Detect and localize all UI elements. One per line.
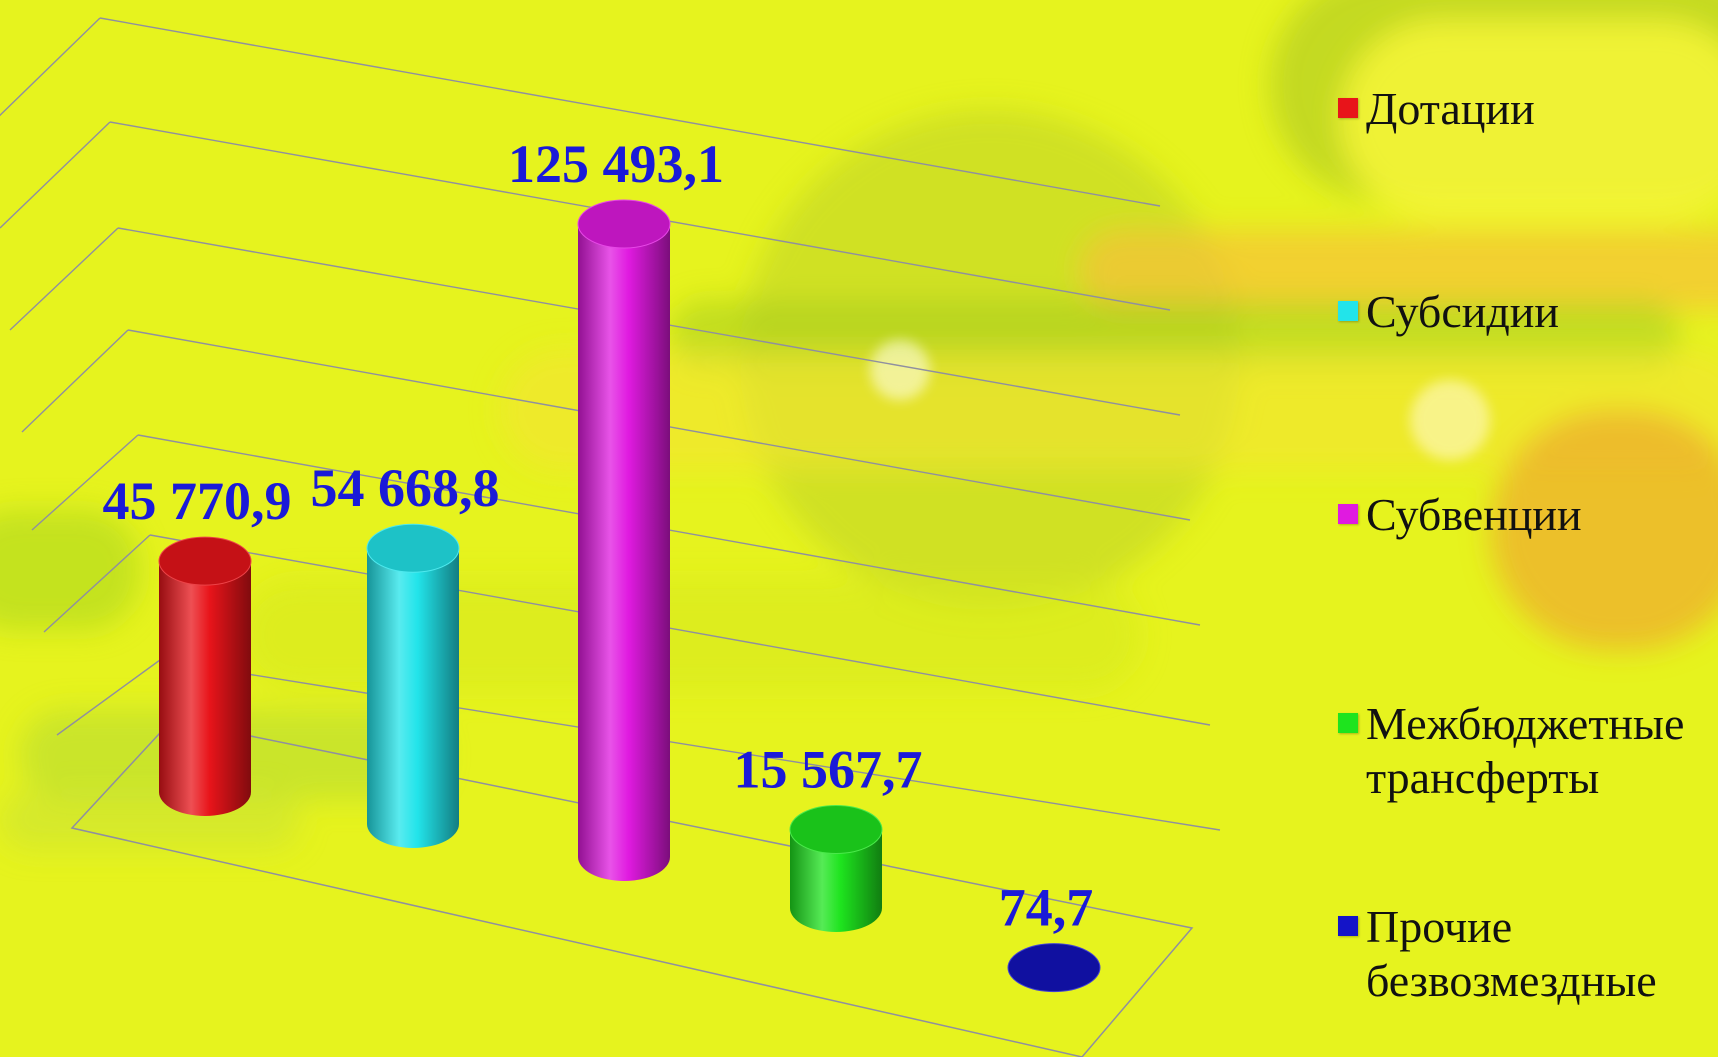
blue-square-marker-icon [1338, 916, 1358, 936]
bar-body [367, 548, 459, 848]
bar-5 [1007, 943, 1101, 993]
legend-item-prochie-bezvozmezdnye: Прочие безвозмездные [1338, 900, 1657, 1008]
bar-body [159, 561, 251, 816]
legend-label: трансферты [1366, 752, 1600, 803]
data-label: 54 668,8 [311, 458, 500, 518]
bar-top [366, 523, 460, 573]
gridline-left [0, 121, 111, 229]
gridline-left [43, 534, 151, 633]
gridline [149, 534, 1211, 726]
gridline-left [9, 227, 119, 331]
bar-top [1007, 943, 1101, 993]
bar-3 [577, 199, 671, 881]
gridline-left [31, 434, 139, 531]
green-square-marker-icon [1338, 713, 1358, 733]
bar-2 [366, 523, 460, 848]
data-label: 45 770,9 [103, 471, 292, 531]
bar-4 [789, 804, 883, 932]
gridline-left [0, 17, 101, 117]
cyan-square-marker-icon [1338, 301, 1358, 321]
chart-bars [158, 199, 1101, 993]
gridline [159, 659, 1221, 831]
legend-label: Межбюджетные [1366, 698, 1685, 749]
bar-top [577, 199, 671, 249]
gridline-left [21, 329, 129, 433]
bar-top [158, 536, 252, 586]
bar-body [790, 829, 882, 932]
bar-top [789, 804, 883, 854]
legend-label: безвозмездные [1366, 955, 1657, 1006]
legend-label: Прочие [1366, 901, 1513, 952]
data-label: 74,7 [999, 878, 1094, 938]
legend-item-dotatsii: Дотации [1338, 82, 1535, 136]
data-label: 15 567,7 [734, 739, 923, 799]
legend-item-mezhbyudzhetnye-transferty: Межбюджетные трансферты [1338, 697, 1684, 805]
bar-1 [158, 536, 252, 816]
legend-label: Дотации [1366, 83, 1535, 134]
legend-item-subventsii: Субвенции [1338, 488, 1582, 542]
legend-item-subsidii: Субсидии [1338, 285, 1559, 339]
red-square-marker-icon [1338, 98, 1358, 118]
chart-value-labels: 45 770,9 54 668,8 125 493,1 15 567,7 74,7 [103, 134, 1094, 938]
chart-floor [70, 719, 1194, 1057]
data-label: 125 493,1 [508, 134, 724, 194]
magenta-square-marker-icon [1338, 504, 1358, 524]
legend-label: Субвенции [1366, 489, 1582, 540]
gridline [99, 17, 1161, 207]
chart-legend: Дотации Субсидии Субвенции Межбюджетные … [1338, 0, 1718, 1057]
bar-body [578, 224, 670, 881]
floor-plane [70, 719, 1194, 1057]
legend-label: Субсидии [1366, 286, 1560, 337]
gridline-left [56, 659, 161, 736]
